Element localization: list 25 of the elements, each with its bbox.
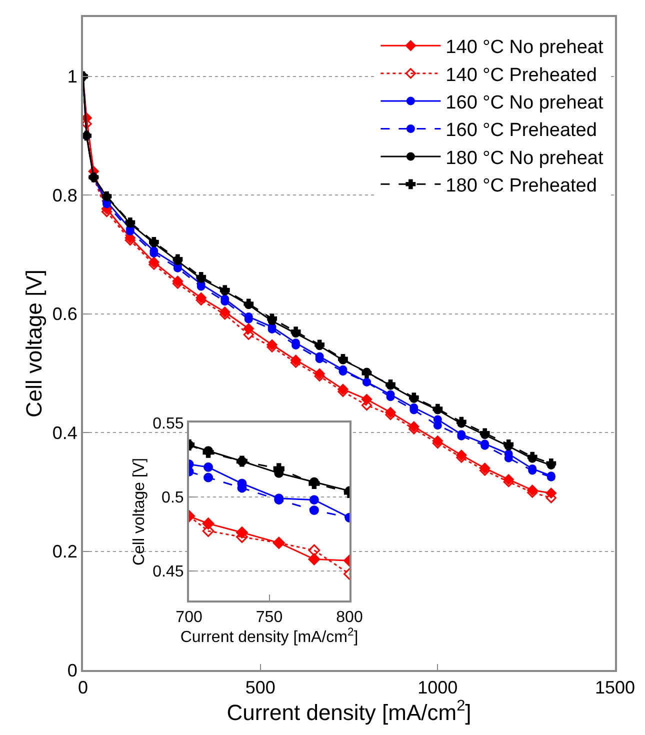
y-axis-title: Cell voltage [V] [131, 458, 148, 566]
y-tick-label: 0.5 [162, 489, 184, 506]
legend-label: 180 °C Preheated [446, 176, 597, 197]
legend-label: 180 °C No preheat [446, 148, 604, 169]
x-tick-label: 750 [256, 608, 283, 626]
x-tick-label: 800 [336, 608, 363, 626]
y-tick-label: 0.55 [152, 415, 184, 432]
y-tick-label: 0.2 [52, 542, 78, 562]
legend-label: 140 °C Preheated [446, 64, 597, 86]
x-tick-label: 1500 [594, 678, 636, 698]
y-tick-label: 0.6 [52, 304, 78, 324]
x-tick-label: 500 [245, 678, 276, 698]
y-tick-label: 0.4 [52, 422, 78, 443]
x-axis-title: Current density [mA/cm$^{2}$] [226, 698, 472, 725]
x-tick-label: 1000 [418, 678, 458, 698]
y-tick-label: 1 [67, 66, 78, 87]
y-tick-label: 0.45 [152, 564, 184, 581]
legend-label: 160 °C No preheat [446, 92, 604, 114]
x-axis-title: Current density [mA/cm$^{2}$] [180, 626, 358, 646]
x-tick-label: 700 [176, 608, 202, 626]
legend-label: 160 °C Preheated [446, 120, 597, 142]
legend-label: 140 °C No preheat [446, 37, 604, 58]
y-tick-label: 0 [67, 660, 78, 680]
y-axis-title: Cell voltage [V] [22, 270, 47, 418]
y-tick-label: 0.8 [52, 185, 78, 206]
